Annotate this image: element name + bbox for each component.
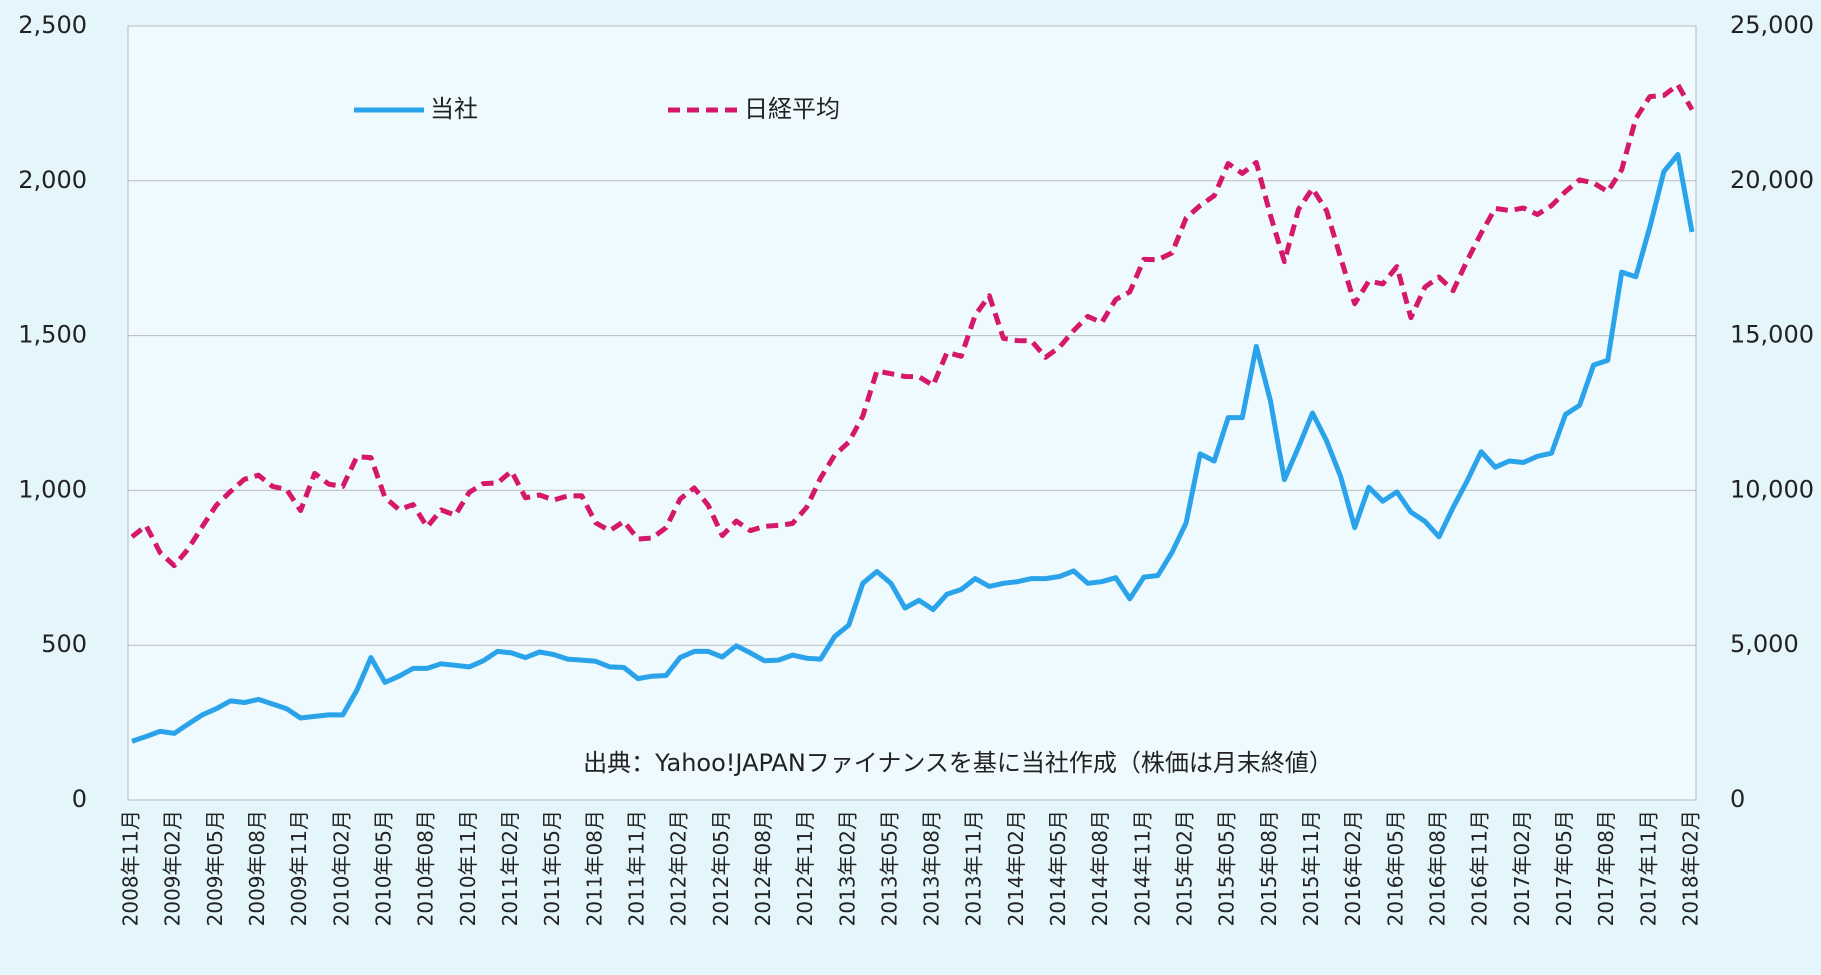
x-tick-label: 2011年05月 (540, 810, 564, 926)
y-tick-label: 1,500 (18, 321, 87, 349)
y2-tick-label: 20,000 (1730, 166, 1814, 194)
plot-area (127, 25, 1697, 801)
line-series (130, 82, 1695, 569)
y2-tick-label: 25,000 (1730, 11, 1814, 39)
x-tick-label: 2018年02月 (1679, 810, 1703, 926)
x-tick-label: 2016年11月 (1468, 810, 1492, 926)
y-tick-label: 500 (41, 630, 87, 658)
x-tick-label: 2008年11月 (119, 810, 143, 926)
x-tick-label: 2013年11月 (962, 810, 986, 926)
x-tick-label: 2017年05月 (1552, 810, 1576, 926)
x-tick-label: 2012年11月 (793, 810, 817, 926)
y-tick-label: 1,000 (18, 475, 87, 503)
x-tick-label: 2017年08月 (1594, 810, 1618, 926)
x-tick-label: 2016年02月 (1341, 810, 1365, 926)
x-tick-label: 2017年11月 (1636, 810, 1660, 926)
x-tick-label: 2011年02月 (498, 810, 522, 926)
line-series (131, 152, 1695, 744)
x-tick-label: 2010年08月 (414, 810, 438, 926)
x-tick-label: 2016年08月 (1426, 810, 1450, 926)
x-tick-label: 2011年08月 (582, 810, 606, 926)
y-tick-label: 2,000 (18, 166, 87, 194)
legend-label: 当社 (430, 95, 478, 123)
x-tick-label: 2010年02月 (329, 810, 353, 926)
x-tick-label: 2014年11月 (1130, 810, 1154, 926)
x-tick-label: 2014年05月 (1046, 810, 1070, 926)
x-tick-label: 2011年11月 (624, 810, 648, 926)
x-tick-label: 2016年05月 (1383, 810, 1407, 926)
x-tick-label: 2014年02月 (1004, 810, 1028, 926)
x-tick-label: 2013年08月 (920, 810, 944, 926)
x-tick-label: 2009年08月 (245, 810, 269, 926)
y-tick-label: 2,500 (18, 11, 87, 39)
x-tick-label: 2012年02月 (667, 810, 691, 926)
y2-tick-label: 0 (1730, 785, 1745, 813)
x-tick-label: 2015年05月 (1215, 810, 1239, 926)
y2-tick-label: 15,000 (1730, 321, 1814, 349)
y2-tick-label: 10,000 (1730, 475, 1814, 503)
annotation: 出典：Yahoo!JAPANファイナンスを基に当社作成（株価は月末終値） (583, 749, 1333, 777)
x-tick-label: 2015年08月 (1257, 810, 1281, 926)
x-tick-label: 2012年05月 (709, 810, 733, 926)
x-tick-label: 2009年05月 (203, 810, 227, 926)
legend-label: 日経平均 (744, 95, 840, 123)
x-tick-label: 2010年11月 (456, 810, 480, 926)
y-tick-label: 0 (72, 785, 87, 813)
x-tick-label: 2009年02月 (161, 810, 185, 926)
x-tick-label: 2017年02月 (1510, 810, 1534, 926)
x-tick-label: 2014年08月 (1088, 810, 1112, 926)
x-tick-label: 2013年02月 (835, 810, 859, 926)
x-tick-label: 2013年05月 (877, 810, 901, 926)
x-tick-label: 2015年02月 (1173, 810, 1197, 926)
x-tick-label: 2012年08月 (751, 810, 775, 926)
x-tick-label: 2009年11月 (287, 810, 311, 926)
x-tick-label: 2010年05月 (371, 810, 395, 926)
y2-tick-label: 5,000 (1730, 630, 1799, 658)
x-tick-label: 2015年11月 (1299, 810, 1323, 926)
